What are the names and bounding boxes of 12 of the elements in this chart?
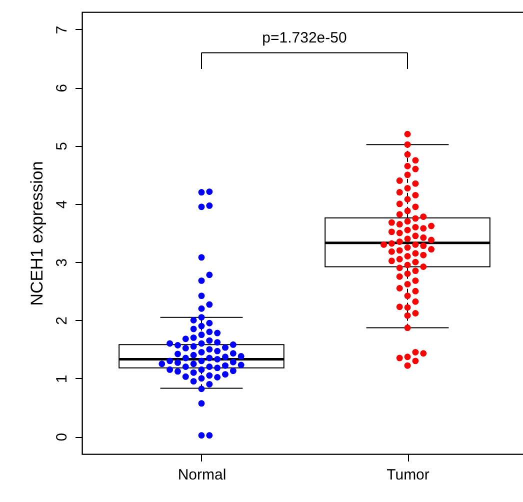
y-tick-label: 0 bbox=[54, 432, 70, 442]
y-tick-label: 2 bbox=[54, 316, 70, 325]
y-tick-label: 6 bbox=[54, 84, 70, 92]
y-tick-label: 5 bbox=[54, 142, 70, 150]
y-tick-label: 3 bbox=[54, 258, 70, 267]
y-tick-label: 4 bbox=[54, 200, 70, 209]
y-axis-title: NCEH1 expression bbox=[28, 161, 46, 306]
y-tick-label: 7 bbox=[54, 26, 70, 34]
x-tick-label: Normal bbox=[178, 466, 226, 484]
x-tick-label: Tumor bbox=[386, 466, 430, 484]
y-tick-label: 1 bbox=[54, 374, 70, 384]
annotation: p=1.732e-50 bbox=[262, 30, 347, 47]
